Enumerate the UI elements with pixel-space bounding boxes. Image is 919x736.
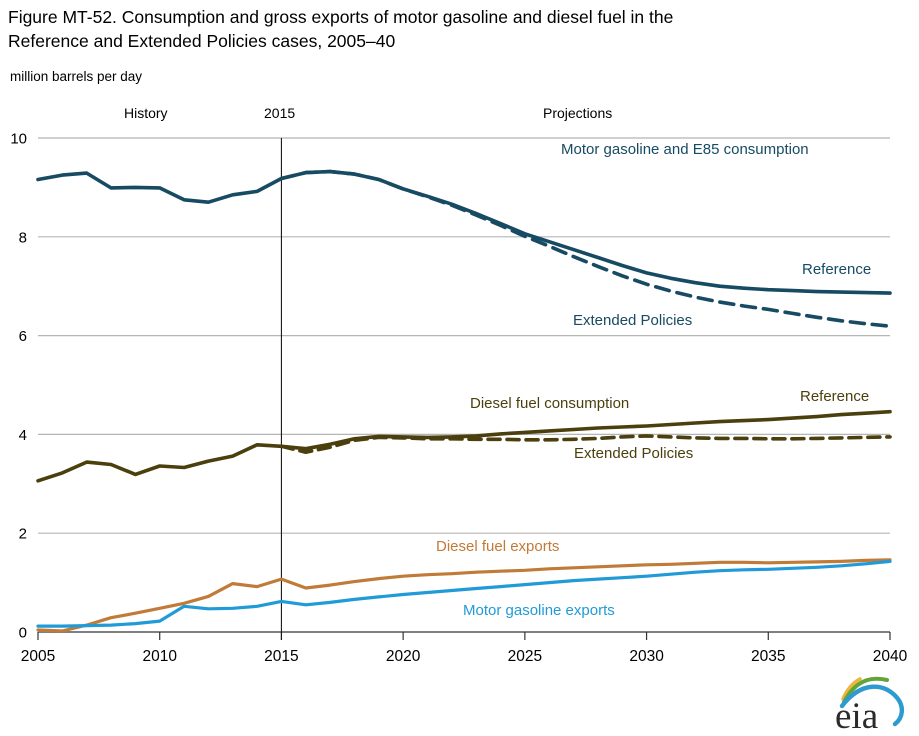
eia-logo-arc-blue [839, 684, 904, 727]
y-tick-label-6: 6 [19, 328, 27, 345]
x-tick-label-2020: 2020 [386, 648, 421, 665]
figure-title-line1: Figure MT-52. Consumption and gross expo… [8, 7, 674, 27]
x-tick-label-2005: 2005 [21, 648, 55, 665]
diesel-exports-line [36, 558, 892, 633]
x-tick-label-2010: 2010 [142, 648, 177, 665]
label-diesel-exports: Diesel fuel exports [436, 538, 560, 555]
y-tick-label-4: 4 [19, 427, 27, 444]
x-tick-label-2025: 2025 [508, 648, 542, 665]
zone-label-2015: 2015 [264, 105, 296, 121]
label-diesel-consumption: Diesel fuel consumption [470, 395, 630, 412]
eia-logo-arc-yellow [841, 677, 862, 701]
gasoline-consumption-extended-line [279, 169, 892, 329]
gasoline-exports-line [36, 559, 892, 628]
diesel-consumption-reference-line [36, 409, 892, 483]
label-gasoline-extended: Extended Policies [573, 312, 693, 329]
gasoline-consumption-reference-line [36, 169, 892, 295]
diesel-consumption-extended-line [279, 434, 892, 455]
figure-title: Figure MT-52. Consumption and gross expo… [8, 5, 888, 53]
label-gasoline-reference: Reference [802, 261, 872, 278]
y-axis-unit-label: million barrels per day [10, 69, 143, 84]
eia-logo-text: eia [835, 696, 878, 734]
label-diesel-extended: Extended Policies [574, 445, 694, 462]
zone-label-history: History [124, 105, 168, 121]
zone-label-projections: Projections [543, 105, 613, 121]
y-tick-label-8: 8 [19, 229, 27, 246]
x-tick-label-2030: 2030 [629, 648, 664, 665]
label-gasoline-consumption: Motor gasoline and E85 consumption [561, 141, 809, 158]
x-tick-label-2040: 2040 [873, 648, 908, 665]
label-diesel-reference: Reference [800, 388, 870, 405]
x-tick-label-2035: 2035 [751, 648, 785, 665]
figure-title-line2: Reference and Extended Policies cases, 2… [8, 31, 396, 51]
x-tick-label-2015: 2015 [264, 648, 298, 665]
y-tick-label-2: 2 [19, 526, 27, 543]
y-tick-label-0: 0 [19, 625, 27, 642]
y-tick-label-10: 10 [10, 131, 27, 148]
label-gasoline-exports: Motor gasoline exports [463, 602, 615, 619]
eia-logo: eia [835, 676, 904, 734]
